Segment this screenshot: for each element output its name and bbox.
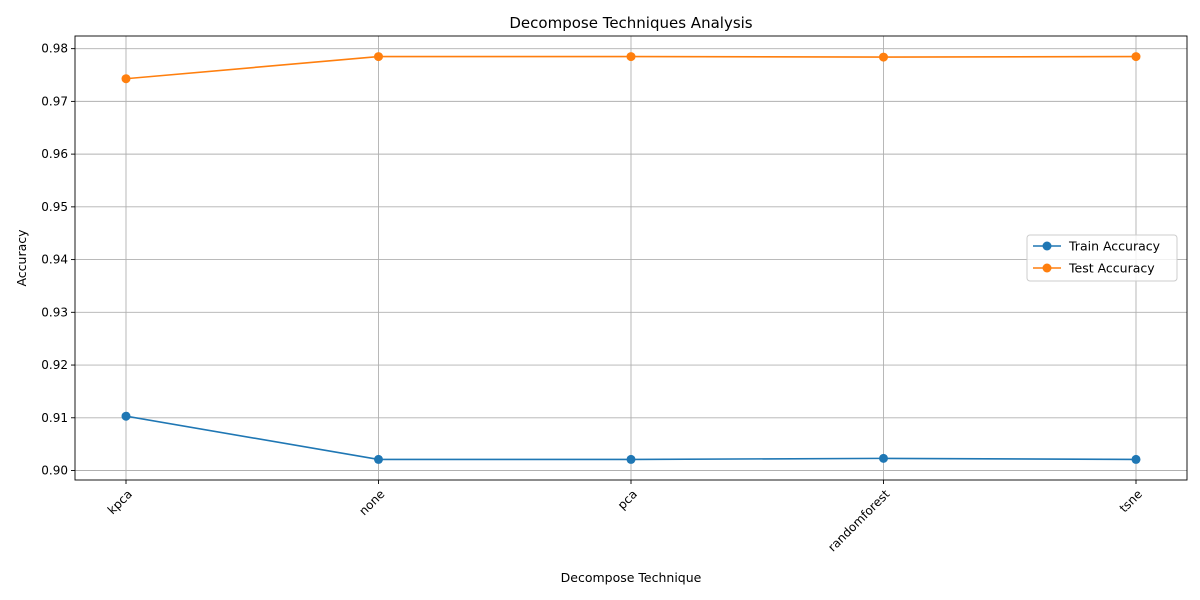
y-axis-ticks: 0.90 0.91 0.92 0.93 0.94 0.95 0.96 0.97 0.98 xyxy=(41,42,75,478)
legend: Train Accuracy Test Accuracy xyxy=(1026,234,1178,282)
y-tick-label: 0.90 xyxy=(41,464,68,478)
legend-label: Test Accuracy xyxy=(1068,261,1155,276)
grid xyxy=(75,36,1187,480)
series-layer xyxy=(121,52,1141,464)
legend-entry: Train Accuracy xyxy=(1033,239,1161,254)
data-point xyxy=(879,52,888,62)
y-tick-label: 0.91 xyxy=(41,411,68,425)
legend-marker xyxy=(1042,263,1052,273)
x-tick-label: kpca xyxy=(105,487,135,517)
data-point xyxy=(121,74,131,84)
y-axis-label: Accuracy xyxy=(14,229,29,287)
data-point xyxy=(626,454,636,464)
x-tick-label: randomforest xyxy=(825,487,892,554)
x-tick-label: pca xyxy=(615,487,640,512)
y-tick-label: 0.92 xyxy=(41,358,68,372)
x-tick-label: tsne xyxy=(1117,487,1145,515)
data-point xyxy=(1131,52,1141,62)
y-tick-label: 0.96 xyxy=(41,147,68,161)
data-point xyxy=(374,454,383,464)
series-test xyxy=(121,52,1141,84)
y-tick-label: 0.94 xyxy=(41,253,68,267)
data-point xyxy=(879,453,888,463)
data-point xyxy=(626,52,636,62)
chart-title: Decompose Techniques Analysis xyxy=(509,14,752,32)
legend-entry: Test Accuracy xyxy=(1033,261,1155,276)
y-tick-label: 0.98 xyxy=(41,42,68,56)
x-axis-label: Decompose Technique xyxy=(561,570,702,585)
legend-label: Train Accuracy xyxy=(1068,239,1161,254)
x-axis-ticks: kpca none pca randomforest tsne xyxy=(105,480,1145,554)
data-point xyxy=(374,52,383,62)
legend-marker xyxy=(1042,241,1052,251)
series-train xyxy=(121,411,1141,464)
y-tick-label: 0.97 xyxy=(41,94,68,108)
y-tick-label: 0.93 xyxy=(41,305,68,319)
legend-frame xyxy=(1026,234,1178,282)
data-point xyxy=(1131,454,1141,464)
x-tick-label: none xyxy=(356,487,387,518)
data-point xyxy=(121,411,131,421)
y-tick-label: 0.95 xyxy=(41,200,68,214)
